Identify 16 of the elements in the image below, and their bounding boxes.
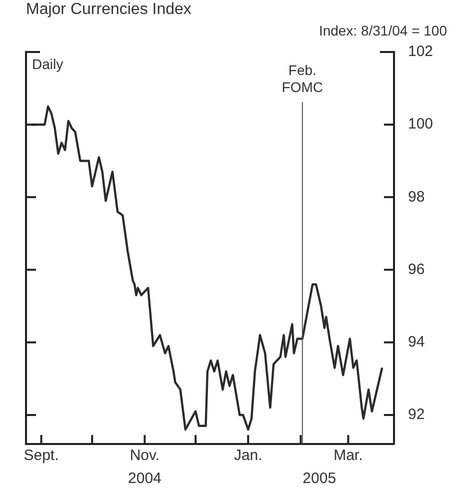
annotation: Daily	[32, 56, 64, 72]
y-tick-label: 102	[408, 43, 434, 60]
chart-subtitle: Index: 8/31/04 = 100	[318, 22, 448, 38]
chart-title: Major Currencies Index	[26, 1, 192, 18]
y-tick-label: 92	[408, 406, 425, 424]
x-tick-label: Mar.	[334, 447, 363, 464]
y-tick-label: 94	[408, 334, 425, 351]
x-tick-label: Nov.	[130, 447, 160, 464]
ref-line-label: Feb. FOMC	[282, 62, 324, 95]
x-tick-label: Jan.	[234, 447, 262, 464]
y-tick-label: 96	[408, 260, 425, 278]
y-tick-label: 98	[408, 188, 425, 206]
y-tick-label: 100	[408, 116, 434, 133]
x-tick-label: Sept.	[24, 447, 59, 464]
x2-tick-label: 2005	[302, 470, 336, 488]
x2-tick-label: 2004	[128, 470, 162, 488]
